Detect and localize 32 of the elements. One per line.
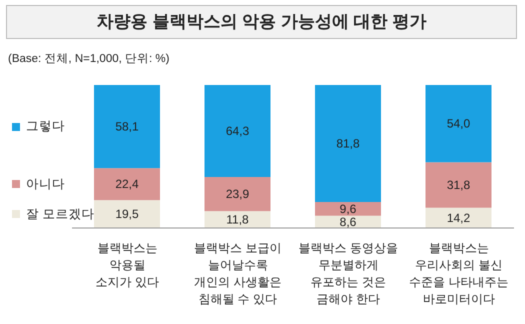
legend-label: 잘 모르겠다 — [25, 206, 94, 222]
data-label: 8,6 — [340, 214, 357, 229]
x-tick-label: 블랙박스는 악용될 소지가 있다 — [96, 241, 159, 289]
bar — [204, 85, 270, 177]
data-label: 81,8 — [336, 136, 360, 150]
bar — [426, 208, 492, 228]
data-label: 23,9 — [226, 187, 250, 202]
x-tick-label: 블랙박스는 우리사회의 불신 수준을 나타내주는 바로미터이다 — [409, 241, 508, 306]
legend-label: 아니다 — [25, 176, 65, 192]
legend-label: 그렇다 — [25, 118, 65, 135]
chart-title: 차량용 블랙박스의 악용 가능성에 대한 평가 — [6, 5, 517, 39]
bar — [94, 85, 160, 168]
data-label: 22,4 — [115, 177, 139, 192]
data-label: 11,8 — [226, 212, 250, 227]
bar — [315, 85, 381, 202]
data-label: 64,3 — [226, 124, 250, 138]
data-label: 58,1 — [115, 120, 139, 134]
bar — [426, 85, 492, 162]
bar — [94, 200, 160, 228]
x-tick-label: 블랙박스 보급이 늘어날수록 개인의 사생활은 침해될 수 있다 — [194, 241, 282, 306]
bar — [204, 211, 270, 228]
data-label: 54,0 — [446, 116, 470, 131]
chart-subtitle: (Base: 전체, N=1,000, 단위: %) — [8, 52, 170, 66]
bar — [426, 162, 492, 208]
data-label: 9,6 — [340, 202, 357, 216]
x-tick-label: 블랙박스 동영상을 무분별하게 유포하는 것은 금해야 한다 — [298, 241, 398, 306]
data-label: 14,2 — [446, 210, 470, 225]
data-label: 19,5 — [115, 207, 139, 222]
bar — [315, 202, 381, 216]
bar — [204, 176, 270, 212]
data-label: 31,8 — [446, 178, 470, 192]
bar — [94, 168, 160, 200]
